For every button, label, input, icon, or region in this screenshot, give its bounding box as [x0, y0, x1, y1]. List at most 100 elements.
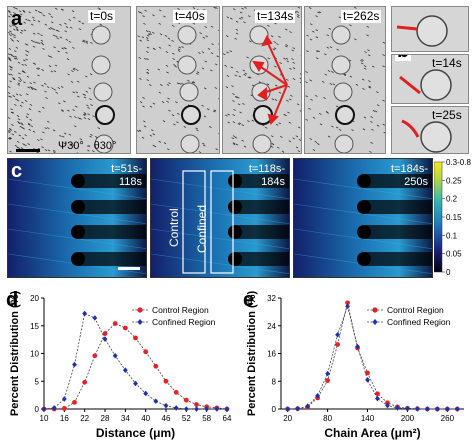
- bacterium: [219, 102, 220, 103]
- bacterium: [67, 109, 70, 112]
- series-line: [287, 302, 458, 410]
- bacterium: [64, 22, 67, 25]
- bacterium: [300, 55, 301, 57]
- bacterium: [54, 7, 58, 10]
- bacterium: [27, 123, 31, 126]
- x-tick-label: 80: [323, 414, 332, 423]
- bacterium: [68, 40, 72, 43]
- bacterium: [99, 23, 103, 26]
- bacterium: [218, 98, 219, 100]
- bacterium: [24, 99, 28, 102]
- bacterium: [317, 11, 320, 14]
- bacterium: [237, 123, 241, 126]
- bacterium: [44, 127, 48, 130]
- bacterium: [31, 16, 35, 19]
- control-region-label: Control: [167, 208, 181, 247]
- bacterium: [149, 134, 153, 137]
- bacterium: [90, 104, 93, 107]
- bacterium: [233, 109, 236, 111]
- bacterium: [14, 144, 18, 147]
- bacterium: [28, 11, 32, 14]
- frame-4-texture: [305, 7, 385, 153]
- bacterium: [308, 7, 312, 9]
- bacterium: [36, 151, 39, 153]
- bacterium: [69, 115, 72, 118]
- bacterium: [8, 57, 11, 60]
- bacterium: [65, 38, 69, 41]
- bacterium: [326, 46, 330, 49]
- y-tick-label: 5: [35, 377, 40, 386]
- bacterium: [53, 88, 56, 91]
- bacterium: [51, 21, 54, 24]
- data-point: [325, 370, 330, 377]
- data-point: [183, 406, 189, 412]
- bacterium: [372, 109, 376, 112]
- bacterium: [244, 72, 248, 75]
- bacterium: [203, 144, 206, 147]
- bacterium: [83, 117, 87, 120]
- bacterium: [292, 78, 296, 81]
- bacterium: [40, 138, 43, 141]
- bacterium: [16, 115, 20, 117]
- droplet: [180, 134, 200, 153]
- bacterium: [22, 143, 25, 146]
- bacterium: [348, 59, 352, 62]
- bacterium: [165, 64, 169, 67]
- bacterium: [163, 142, 167, 145]
- bacterium: [146, 46, 150, 49]
- bacterium: [332, 83, 336, 86]
- bacterium: [10, 111, 14, 114]
- bacterium: [14, 55, 18, 58]
- bacterium: [172, 58, 175, 60]
- bacterium: [210, 25, 214, 28]
- droplet: [331, 55, 351, 75]
- scale-bar: [118, 267, 140, 270]
- bacterium: [172, 52, 175, 55]
- bacterium: [207, 47, 211, 50]
- x-tick-label: 34: [121, 414, 130, 423]
- bacterium: [297, 150, 301, 153]
- bacterium: [382, 41, 385, 44]
- bacterium: [278, 35, 281, 38]
- bacterium: [287, 85, 291, 88]
- bacterium: [18, 76, 21, 79]
- bacterium: [159, 33, 163, 36]
- bacterium: [232, 114, 236, 117]
- bacterium: [173, 123, 176, 126]
- bacterium: [178, 82, 182, 85]
- b3-graphic: [401, 119, 452, 153]
- bacterium: [248, 76, 252, 79]
- legend-marker: [372, 307, 378, 313]
- bacterium: [199, 32, 202, 35]
- bacterium: [309, 138, 313, 141]
- bacterium: [198, 151, 202, 153]
- bacterium: [201, 104, 204, 107]
- bacterium: [175, 101, 178, 104]
- bacterium: [224, 64, 228, 67]
- bacterium: [196, 129, 199, 132]
- bacterium: [371, 65, 375, 68]
- bacterium: [58, 102, 61, 105]
- bacterium: [149, 105, 153, 108]
- bacterium: [264, 126, 268, 129]
- bacterium: [25, 116, 29, 119]
- data-point: [194, 406, 199, 412]
- bacterium: [17, 118, 21, 121]
- bacterium: [279, 62, 282, 64]
- bacterium: [204, 60, 208, 63]
- bacterium: [363, 65, 367, 68]
- bacterium: [376, 91, 379, 94]
- bacterium: [27, 86, 30, 89]
- bacterium: [288, 140, 292, 143]
- bacterium: [46, 127, 50, 130]
- bacterium: [225, 86, 229, 89]
- bacterium: [278, 91, 282, 94]
- bacterium: [211, 43, 214, 46]
- bacterium: [30, 88, 34, 90]
- bacterium: [89, 135, 92, 138]
- data-point: [163, 378, 169, 384]
- bacterium: [9, 80, 12, 83]
- bacterium: [219, 84, 220, 85]
- bacterium: [137, 130, 140, 132]
- data-point: [345, 303, 350, 310]
